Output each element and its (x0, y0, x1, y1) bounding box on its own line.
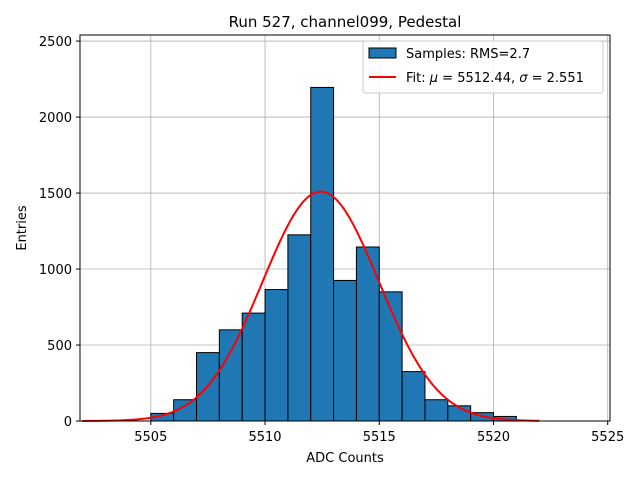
fit-curve-layer (82, 190, 540, 422)
y-tick-label: 0 (64, 415, 72, 430)
y-tick-label: 500 (47, 339, 72, 354)
x-tick-label: 5515 (363, 430, 396, 445)
legend-fit-label: Fit: μ = 5512.44, σ = 2.551 (406, 71, 584, 86)
legend: Samples: RMS=2.7 Fit: μ = 5512.44, σ = 2… (362, 40, 604, 94)
y-tick-label: 2500 (39, 35, 72, 50)
y-tick-label: 1500 (39, 187, 72, 202)
chart-title: Run 527, channel099, Pedestal (229, 13, 462, 31)
histogram-bar (424, 399, 449, 422)
x-tick-label: 5510 (248, 430, 281, 445)
legend-samples-label: Samples: RMS=2.7 (406, 47, 530, 62)
fit-curve (82, 190, 540, 422)
legend-box (362, 40, 604, 94)
y-axis-label: Entries (15, 205, 30, 251)
x-tick-label: 5525 (591, 430, 624, 445)
x-tick-label: 5505 (134, 430, 167, 445)
histogram-bar (333, 279, 357, 422)
histogram-bar (401, 371, 426, 422)
x-axis-label: ADC Counts (306, 451, 384, 466)
histogram-bars (150, 86, 517, 422)
x-tick-label: 5520 (477, 430, 510, 445)
legend-samples-swatch (368, 47, 397, 59)
histogram-bar (310, 86, 335, 422)
histogram-bar (218, 329, 243, 422)
axis-ticks: 5505 5510 5515 5520 5525 0 500 1000 1500 2000 2500 (39, 35, 624, 445)
histogram-bar (264, 289, 289, 422)
y-tick-label: 1000 (39, 263, 72, 278)
plot-frame (79, 34, 611, 422)
y-tick-label: 2000 (39, 111, 72, 126)
histogram-bar (287, 234, 312, 422)
histogram-bar (241, 312, 266, 422)
